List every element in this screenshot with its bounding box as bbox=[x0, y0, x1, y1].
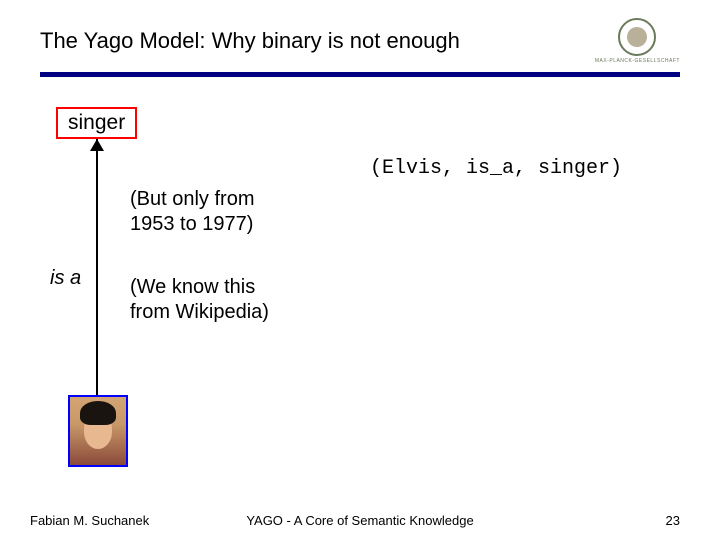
note-source: (We know this from Wikipedia) bbox=[130, 275, 269, 325]
title-bar: The Yago Model: Why binary is not enough… bbox=[0, 0, 720, 72]
footer-author: Fabian M. Suchanek bbox=[30, 513, 149, 528]
content-area: singer is a (But only from 1953 to 1977)… bbox=[0, 77, 720, 477]
elvis-portrait-icon bbox=[78, 405, 118, 453]
is-a-edge-label: is a bbox=[50, 267, 81, 290]
footer-title: YAGO - A Core of Semantic Knowledge bbox=[246, 513, 473, 528]
footer-page-number: 23 bbox=[666, 513, 680, 528]
note2-line1: (We know this bbox=[130, 276, 255, 298]
note2-line2: from Wikipedia) bbox=[130, 301, 269, 323]
logo-circle-icon bbox=[618, 18, 656, 56]
arrow-line bbox=[96, 139, 98, 395]
slide-title: The Yago Model: Why binary is not enough bbox=[40, 28, 460, 54]
note1-line2: 1953 to 1977) bbox=[130, 213, 253, 235]
footer: Fabian M. Suchanek YAGO - A Core of Sema… bbox=[0, 513, 720, 528]
elvis-node bbox=[68, 395, 128, 467]
logo-minerva-icon bbox=[627, 27, 647, 47]
triple-text: (Elvis, is_a, singer) bbox=[370, 157, 622, 180]
note1-line1: (But only from bbox=[130, 188, 254, 210]
note-date-range: (But only from 1953 to 1977) bbox=[130, 187, 254, 237]
logo-text: MAX-PLANCK-GESELLSCHAFT bbox=[595, 58, 680, 64]
singer-node: singer bbox=[56, 107, 137, 139]
mpg-logo: MAX-PLANCK-GESELLSCHAFT bbox=[595, 18, 680, 64]
